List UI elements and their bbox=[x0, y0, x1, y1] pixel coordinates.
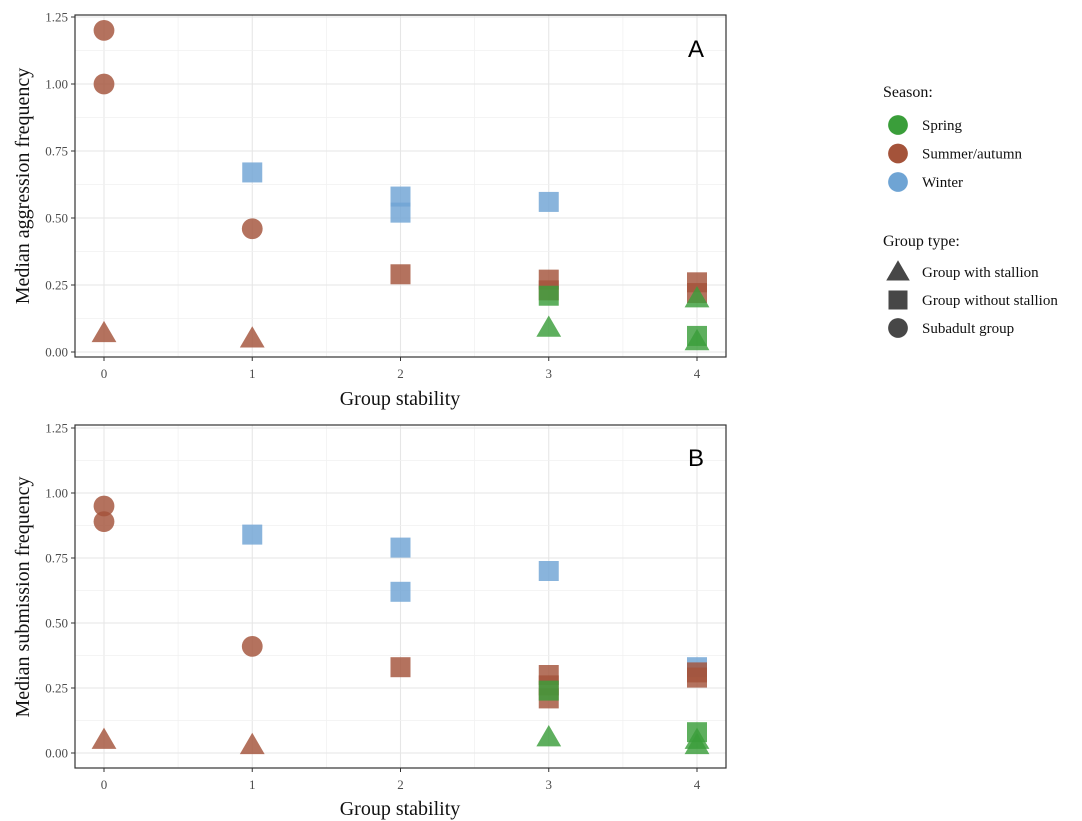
panel-b-y-axis-title: Median submission frequency bbox=[12, 476, 34, 717]
panel-b-x-tick-label: 1 bbox=[249, 777, 256, 792]
panel-a-y-axis-title: Median aggression frequency bbox=[12, 68, 34, 305]
panel-a-x-tick-label: 1 bbox=[249, 366, 256, 381]
panel-a-grid bbox=[75, 15, 726, 357]
panel-a-x-axis-title: Group stability bbox=[340, 388, 461, 410]
panel-a-point-spring-group-with-stallion bbox=[684, 328, 710, 351]
panel-b-y-tick-label: 1.00 bbox=[45, 486, 68, 501]
panel-a-point-winter-group-without-stallion bbox=[390, 186, 411, 207]
legend-key-group-without-stallion bbox=[888, 290, 908, 310]
legend-label-winter: Winter bbox=[922, 175, 963, 191]
panel-a-y-tick-label: 0.50 bbox=[45, 211, 68, 226]
legend-season-title: Season: bbox=[883, 84, 933, 101]
legend-label-group-with-stallion: Group with stallion bbox=[922, 265, 1039, 281]
panel-a-point-summer-autumn-subadult-group bbox=[93, 20, 115, 41]
panel-a-y-ticks: 0.00 0.25 0.50 0.75 1.00 1.25 bbox=[45, 10, 75, 360]
legend-key-group-with-stallion bbox=[886, 260, 910, 281]
panel-b-point-summer-autumn-group-without-stallion bbox=[687, 667, 707, 688]
panel-b-x-tick-label: 3 bbox=[546, 777, 553, 792]
panel-b-point-summer-autumn-subadult-group bbox=[241, 636, 263, 657]
panel-b-point-winter-group-without-stallion bbox=[390, 581, 411, 602]
panel-a-x-tick-label: 2 bbox=[397, 366, 404, 381]
panel-a-y-tick-label: 0.00 bbox=[45, 345, 68, 360]
panel-b-point-spring-group-with-stallion bbox=[684, 732, 710, 755]
panel-b-y-ticks: 0.00 0.25 0.50 0.75 1.00 1.25 bbox=[45, 421, 75, 761]
legend-label-subadult-group: Subadult group bbox=[922, 321, 1014, 337]
legend-group-entries: Group with stallion Group without stallio… bbox=[886, 260, 1058, 338]
panel-b-point-winter-group-without-stallion bbox=[538, 561, 559, 581]
panel-b-point-summer-autumn-subadult-group bbox=[93, 511, 115, 532]
legend-key-spring bbox=[888, 115, 908, 135]
panel-a-point-summer-autumn-group-without-stallion bbox=[390, 264, 411, 285]
panel-b-point-winter-group-without-stallion bbox=[390, 537, 411, 558]
panel-b: 0 1 2 3 4 0.00 0.25 0.50 0.75 1.00 1.25 B Group s… bbox=[12, 421, 727, 820]
panel-b-y-tick-label: 0.50 bbox=[45, 616, 68, 631]
legend-label-summer-autumn: Summer/autumn bbox=[922, 147, 1022, 163]
panel-b-point-summer-autumn-subadult-group bbox=[93, 495, 115, 517]
panel-a-point-winter-group-without-stallion bbox=[390, 202, 411, 223]
panel-b-point-spring-group-with-stallion bbox=[536, 725, 562, 747]
panel-a-point-winter-group-without-stallion bbox=[538, 191, 559, 212]
panel-b-point-spring-group-without-stallion bbox=[538, 680, 559, 701]
panel-a-x-tick-label: 3 bbox=[546, 366, 553, 381]
legend-group-title: Group type: bbox=[883, 233, 960, 250]
panel-a-point-spring-group-with-stallion bbox=[684, 286, 710, 308]
panel-b-point-summer-autumn-group-without-stallion bbox=[390, 657, 411, 678]
panel-b-y-tick-label: 0.75 bbox=[45, 551, 68, 566]
panel-a-y-tick-label: 1.00 bbox=[45, 77, 68, 92]
legend-season-entries: Spring Summer/autumn Winter bbox=[888, 115, 1022, 192]
panel-a-points bbox=[91, 20, 710, 351]
panel-a-point-summer-autumn-group-with-stallion bbox=[239, 326, 265, 348]
panel-b-y-tick-label: 0.25 bbox=[45, 681, 68, 696]
panel-a-label: A bbox=[688, 36, 704, 63]
panel-a-point-spring-group-without-stallion bbox=[538, 285, 559, 306]
legend-label-group-without-stallion: Group without stallion bbox=[922, 293, 1058, 309]
panel-a-y-tick-label: 0.25 bbox=[45, 278, 68, 293]
panel-a-x-ticks: 0 1 2 3 4 bbox=[101, 357, 701, 381]
panel-a-y-tick-label: 0.75 bbox=[45, 144, 68, 159]
panel-a-point-summer-autumn-group-with-stallion bbox=[91, 320, 117, 343]
panel-b-point-summer-autumn-group-with-stallion bbox=[91, 727, 117, 749]
panel-a-x-tick-label: 4 bbox=[694, 366, 701, 381]
panel-b-label: B bbox=[688, 445, 704, 472]
panel-b-point-summer-autumn-group-with-stallion bbox=[239, 732, 265, 755]
legend-key-summer-autumn bbox=[888, 143, 908, 164]
legend-key-winter bbox=[888, 172, 908, 192]
legend-label-spring: Spring bbox=[922, 118, 963, 134]
legend: Season: Spring Summer/autumn Winter Group … bbox=[883, 84, 1058, 338]
panel-b-x-ticks: 0 1 2 3 4 bbox=[101, 768, 701, 792]
panel-b-point-winter-group-without-stallion bbox=[242, 524, 263, 545]
panel-a-point-spring-group-with-stallion bbox=[536, 315, 562, 337]
panel-a-x-tick-label: 0 bbox=[101, 366, 108, 381]
panel-b-x-axis-title: Group stability bbox=[340, 798, 461, 820]
panel-b-x-tick-label: 2 bbox=[397, 777, 404, 792]
panel-b-grid bbox=[75, 425, 726, 768]
panel-a: 0 1 2 3 4 0.00 0.25 0.50 0.75 1.00 1.25 A Group s… bbox=[12, 10, 727, 410]
legend-key-subadult-group bbox=[888, 318, 908, 338]
panel-a-point-winter-group-without-stallion bbox=[242, 162, 263, 183]
panel-b-y-tick-label: 1.25 bbox=[45, 421, 68, 436]
panel-a-point-summer-autumn-subadult-group bbox=[241, 218, 263, 240]
panel-b-points bbox=[91, 495, 710, 755]
panel-b-y-tick-label: 0.00 bbox=[45, 746, 68, 761]
panel-b-x-tick-label: 4 bbox=[694, 777, 701, 792]
panel-a-point-summer-autumn-subadult-group bbox=[93, 73, 115, 95]
panel-b-x-tick-label: 0 bbox=[101, 777, 108, 792]
panel-a-y-tick-label: 1.25 bbox=[45, 10, 68, 25]
